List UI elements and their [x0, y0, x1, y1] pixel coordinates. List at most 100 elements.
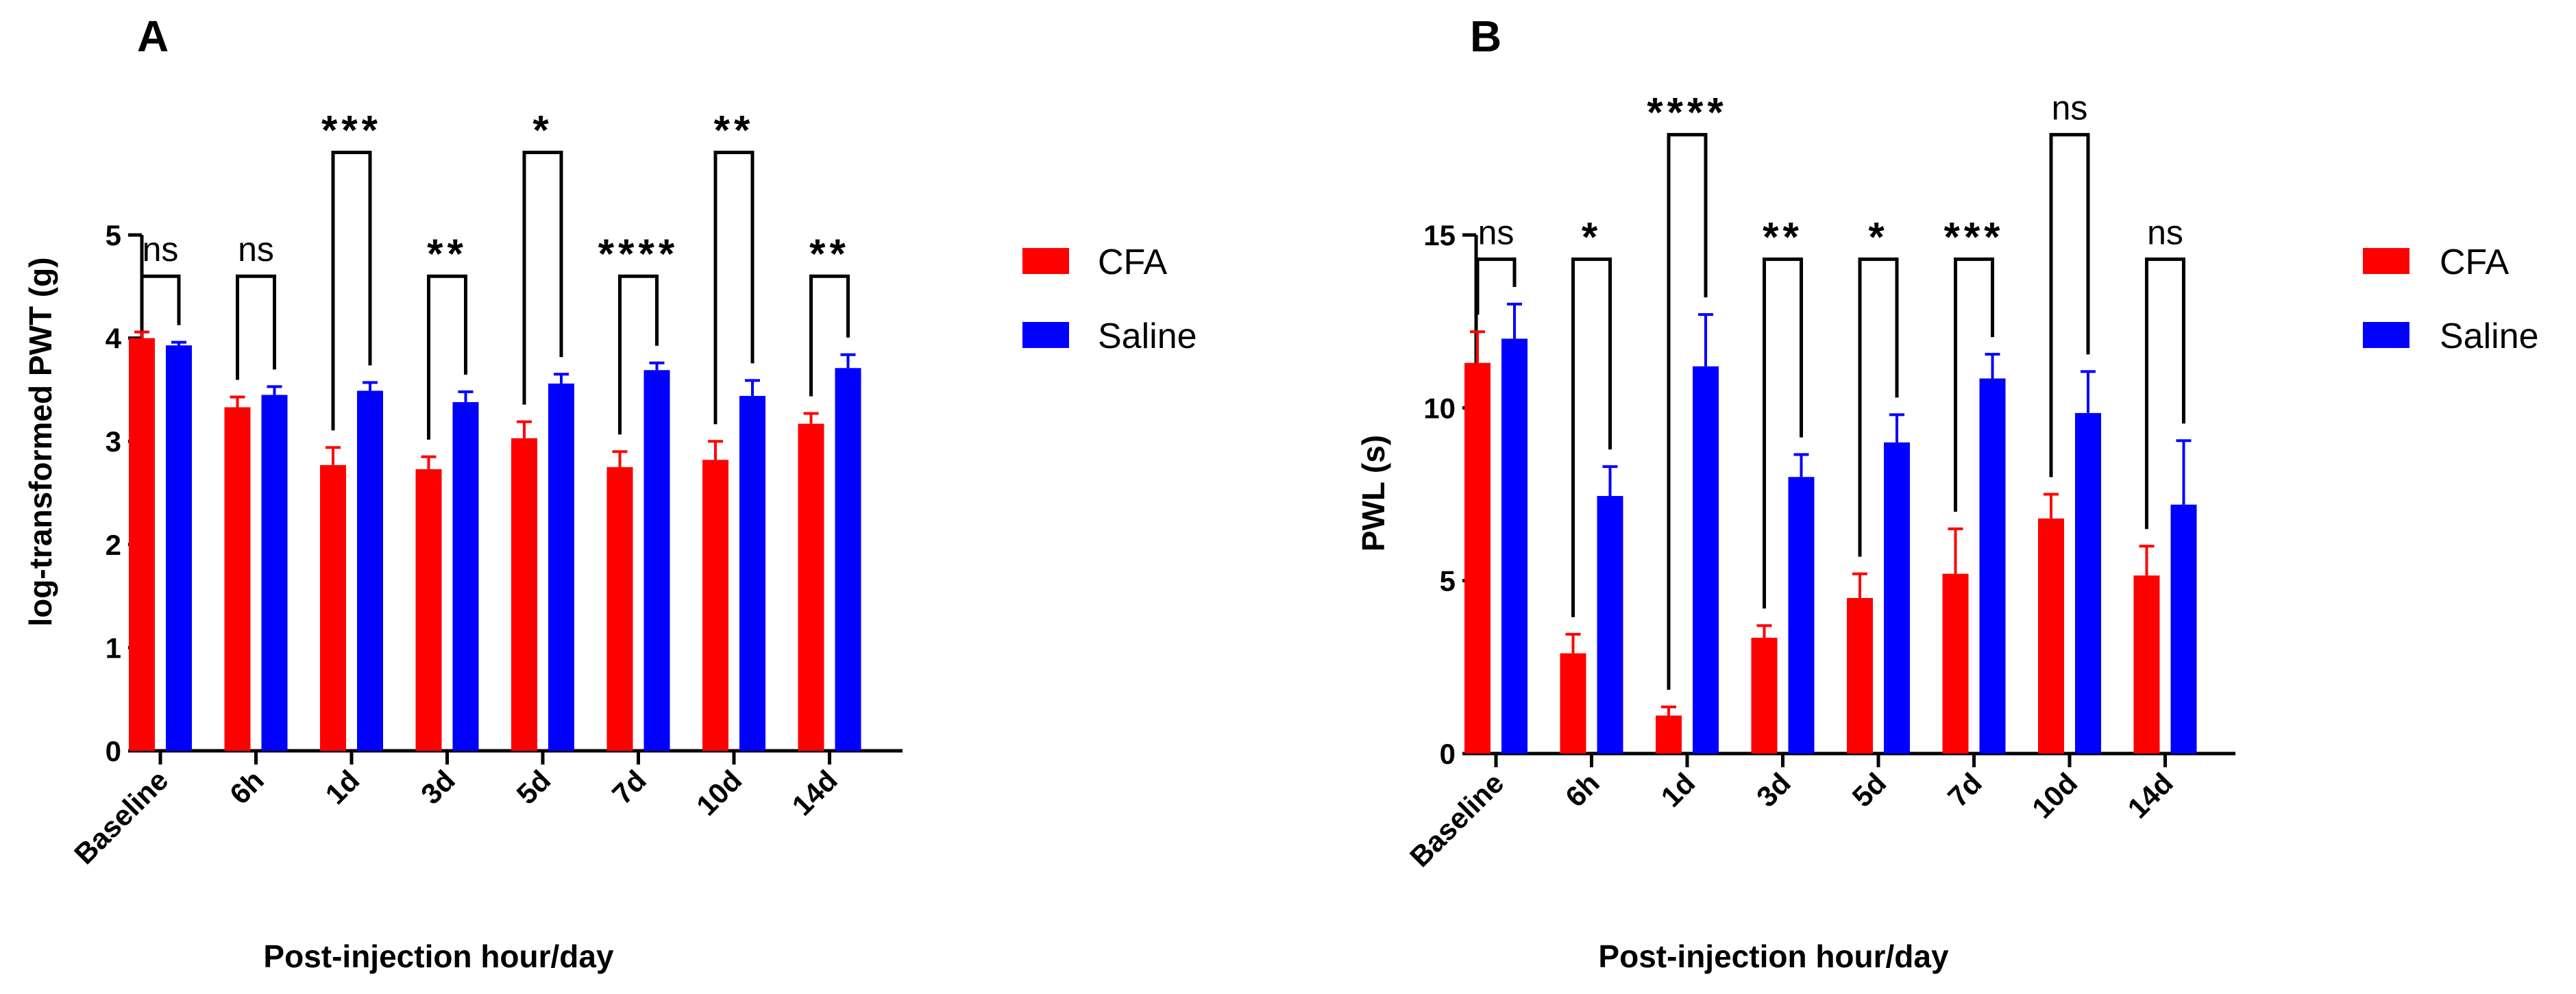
- bar-saline: [261, 395, 288, 751]
- x-tick-label: 14d: [785, 764, 843, 821]
- significance-label: ***: [321, 108, 382, 153]
- significance-bracket: [2049, 133, 2090, 477]
- y-axis-label: log-transformed PWT (g): [23, 257, 58, 626]
- bar-saline: [548, 383, 574, 751]
- bar-saline: [1501, 338, 1528, 754]
- bar-saline: [739, 395, 765, 751]
- x-tick-label: 3d: [415, 764, 461, 810]
- significance-label: ***: [1943, 214, 2004, 260]
- bar-cfa: [1656, 715, 1682, 754]
- bar-saline: [2075, 412, 2101, 754]
- significance-label: ****: [598, 231, 678, 277]
- bar-saline: [166, 345, 192, 751]
- y-tick-label: 0: [106, 735, 121, 767]
- legend-label-saline: Saline: [1098, 316, 1197, 356]
- x-tick-label: 6h: [1559, 767, 1606, 813]
- legend: CFA Saline: [1022, 243, 1197, 356]
- significance-bracket: [1571, 257, 1612, 617]
- bar-cfa: [511, 438, 537, 751]
- x-tick-label: 10d: [690, 764, 748, 821]
- x-axis-label: Post-injection hour/day: [263, 939, 614, 974]
- x-tick-label: 7d: [1941, 767, 1988, 813]
- x-tick-label: 14d: [2121, 767, 2179, 824]
- bar-saline: [2170, 504, 2197, 754]
- bar-cfa: [129, 338, 155, 751]
- bar-cfa: [415, 469, 442, 751]
- bar-cfa: [606, 467, 633, 751]
- y-tick-label: 4: [106, 323, 122, 355]
- significance-bracket: [618, 274, 659, 435]
- legend-swatch-saline: [1022, 322, 1069, 348]
- significance-bracket: [2145, 257, 2185, 530]
- legend-swatch-cfa: [1022, 248, 1069, 274]
- bar-cfa: [2038, 518, 2064, 754]
- chart-marks: 0 5 10 15 Baseline ns 6h * 1d **** 3d ** 5d * 7d *** 10d…: [1403, 89, 2235, 873]
- y-tick-label: 5: [1440, 565, 1456, 597]
- significance-label: **: [809, 231, 850, 277]
- bar-cfa: [224, 407, 251, 751]
- y-tick-label: 10: [1423, 392, 1456, 424]
- legend-label-cfa: CFA: [1098, 243, 1167, 282]
- legend-label-saline: Saline: [2440, 316, 2539, 356]
- x-tick-label: 5d: [510, 764, 556, 810]
- bar-cfa: [320, 464, 346, 751]
- x-tick-label: 3d: [1750, 767, 1797, 813]
- bar-saline: [643, 370, 670, 751]
- legend-swatch-saline: [2363, 322, 2409, 348]
- significance-bracket: [331, 151, 372, 431]
- chart-marks: 012345Baselinens6hns1d***3d**5d*7d****10…: [68, 108, 903, 871]
- significance-label: **: [714, 108, 755, 153]
- significance-bracket: [1667, 133, 1708, 690]
- legend-label-cfa: CFA: [2440, 243, 2509, 282]
- significance-bracket: [809, 274, 850, 397]
- panel-letter: B: [1470, 12, 1501, 61]
- significance-bracket: [1763, 257, 1803, 609]
- significance-label: ns: [143, 230, 179, 269]
- significance-bracket: [713, 151, 755, 425]
- panel-letter: A: [137, 12, 169, 61]
- x-tick-label: 1d: [319, 764, 365, 810]
- bar-cfa: [798, 423, 824, 751]
- significance-label: ns: [2147, 213, 2183, 251]
- significance-label: ns: [238, 230, 274, 269]
- x-tick-label: Baseline: [68, 764, 174, 870]
- significance-bracket: [1475, 257, 1517, 315]
- y-tick-label: 5: [106, 219, 121, 251]
- significance-label: **: [1763, 214, 1803, 260]
- y-axis-label: PWL (s): [1356, 435, 1391, 551]
- y-tick-label: 15: [1423, 219, 1456, 251]
- bar-cfa: [1464, 362, 1491, 754]
- bar-saline: [357, 390, 383, 751]
- bar-saline: [835, 368, 861, 751]
- bar-saline: [1693, 366, 1719, 754]
- x-tick-label: Baseline: [1403, 767, 1510, 873]
- panel-b: B PWL (s) Post-injection hour/day 0 5 10 15…: [1356, 12, 2539, 974]
- legend: CFA Saline: [2363, 243, 2539, 356]
- significance-label: **: [427, 231, 467, 277]
- significance-bracket: [427, 274, 467, 440]
- x-tick-label: 10d: [2026, 767, 2083, 824]
- x-tick-label: 7d: [606, 764, 652, 810]
- bar-saline: [1979, 378, 2006, 754]
- y-tick-label: 0: [1440, 738, 1456, 770]
- bar-cfa: [2133, 575, 2160, 754]
- bar-cfa: [1751, 637, 1778, 754]
- panel-a: A log-transformed PWT (g) Post-injection…: [23, 12, 1197, 974]
- significance-label: *: [532, 108, 552, 153]
- significance-bracket: [1954, 257, 1994, 512]
- significance-label: *: [1868, 214, 1888, 260]
- significance-label: ****: [1647, 90, 1727, 136]
- significance-label: ns: [2052, 89, 2088, 127]
- significance-label: *: [1582, 214, 1602, 260]
- significance-bracket: [1858, 257, 1899, 557]
- bar-cfa: [1560, 653, 1586, 754]
- significance-bracket: [236, 274, 276, 380]
- y-tick-label: 1: [106, 632, 121, 664]
- significance-label: ns: [1478, 213, 1514, 251]
- bar-saline: [1597, 496, 1623, 754]
- bar-saline: [1788, 477, 1815, 754]
- y-tick-label: 2: [106, 529, 121, 561]
- legend-swatch-cfa: [2363, 248, 2409, 274]
- bar-cfa: [702, 460, 728, 751]
